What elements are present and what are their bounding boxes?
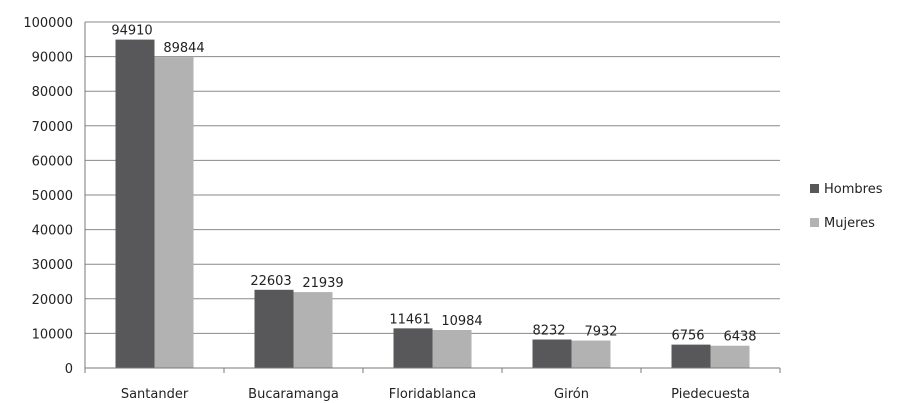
legend-swatch	[810, 184, 819, 193]
data-label: 89844	[163, 41, 204, 56]
gridlines	[85, 21, 780, 334]
bar-mujeres	[432, 329, 472, 368]
y-tick-label: 90000	[32, 51, 73, 66]
x-tick-label: Piedecuesta	[671, 387, 750, 402]
y-tick-label: 20000	[32, 293, 73, 308]
legend-label: Hombres	[824, 182, 883, 197]
x-tick-label: Girón	[554, 387, 589, 402]
y-tick-label: 100000	[23, 16, 73, 31]
bar-hombres	[532, 339, 572, 368]
data-label: 94910	[111, 24, 152, 39]
bar-mujeres	[571, 340, 611, 368]
data-label: 21939	[302, 276, 343, 291]
y-tick-label: 10000	[32, 327, 73, 342]
bar-hombres	[254, 289, 294, 368]
data-labels: 94910 89844 22603 21939 11461 10984 8232 7932 67…	[111, 24, 756, 345]
y-tick-label: 60000	[32, 154, 73, 169]
legend-label: Mujeres	[824, 216, 875, 231]
data-label: 8232	[532, 324, 565, 339]
data-label: 7932	[584, 325, 617, 340]
y-tick-label: 0	[65, 362, 73, 377]
legend-swatch	[810, 218, 819, 227]
x-axis: Santander Bucaramanga Floridablanca Girón Pi…	[84, 367, 781, 402]
data-label: 6756	[671, 329, 704, 344]
bar-mujeres	[293, 292, 333, 368]
bar-mujeres	[710, 345, 750, 368]
y-tick-label: 70000	[32, 120, 73, 135]
data-label: 6438	[723, 330, 756, 345]
bar-hombres	[671, 344, 711, 368]
bars	[115, 39, 750, 369]
data-label: 22603	[250, 274, 291, 289]
data-label: 11461	[389, 312, 430, 327]
bar-mujeres	[154, 57, 194, 368]
bar-hombres	[115, 39, 155, 369]
y-axis: 0 10000 20000 30000 40000 50000 60000 70000 8000…	[23, 16, 86, 377]
data-label: 10984	[441, 314, 482, 329]
x-tick-label: Santander	[121, 387, 189, 402]
x-tick-label: Bucaramanga	[248, 387, 339, 402]
y-tick-label: 50000	[32, 189, 73, 204]
legend: Hombres Mujeres	[810, 182, 883, 231]
y-tick-label: 40000	[32, 224, 73, 239]
bar-hombres	[393, 328, 433, 368]
y-tick-label: 80000	[32, 85, 73, 100]
y-tick-label: 30000	[32, 258, 73, 273]
x-tick-label: Floridablanca	[389, 387, 476, 402]
